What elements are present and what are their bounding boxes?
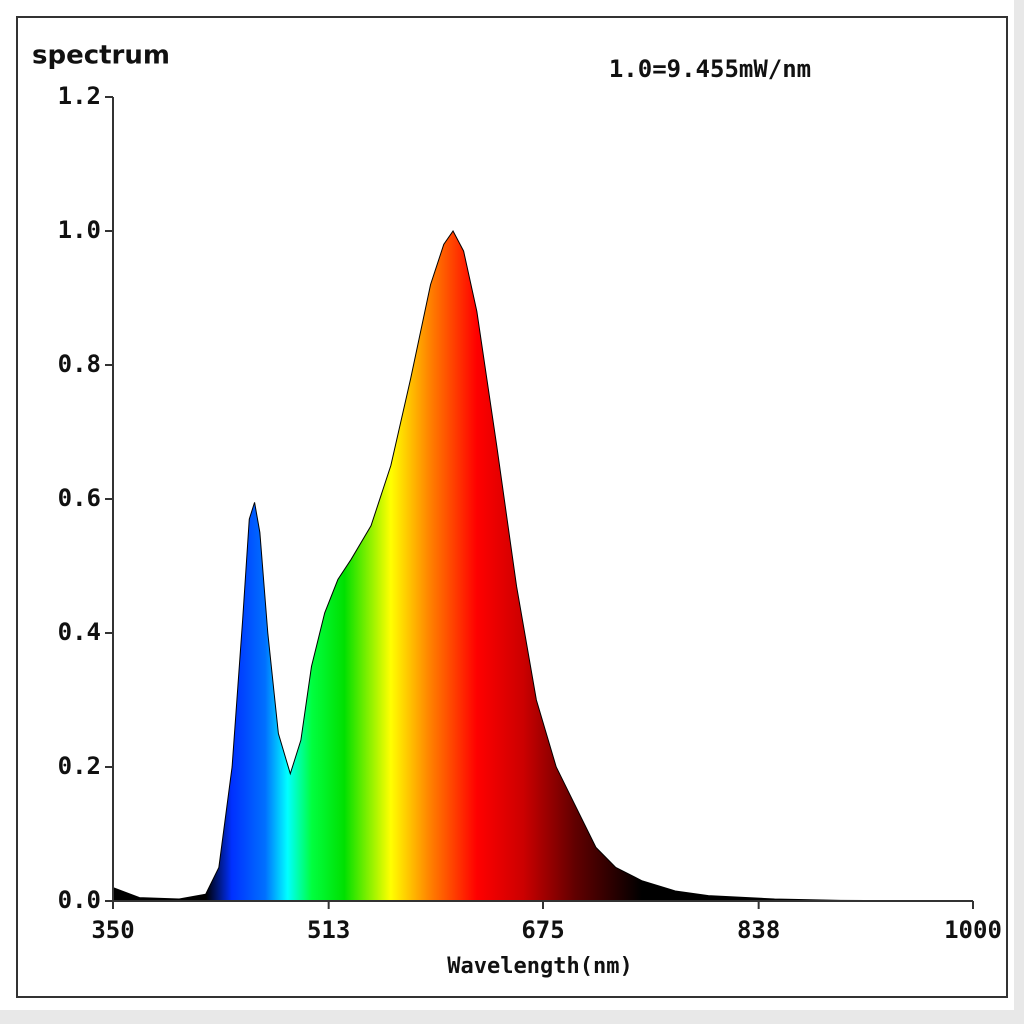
y-tick-label: 0.8 [58,350,101,378]
y-tick-label: 0.4 [58,618,101,646]
x-tick-label: 513 [307,916,350,944]
x-tick-label: 838 [737,916,780,944]
right-strip [1014,0,1024,1010]
y-tick-label: 0.6 [58,484,101,512]
spectrum-area [112,230,974,902]
y-axis-label: spectrum [32,41,170,71]
y-tick-label: 0.0 [58,886,101,914]
x-tick-label: 350 [91,916,134,944]
y-tick-label: 1.0 [58,216,101,244]
bottom-strip [0,1010,1024,1024]
y-tick-label: 0.2 [58,752,101,780]
x-axis-label: Wavelength(nm) [447,954,632,979]
x-tick-label: 675 [521,916,564,944]
frame [16,16,1008,998]
x-tick-label: 1000 [944,916,1002,944]
annotation: 1.0=9.455mW/nm [609,55,811,83]
y-tick-label: 1.2 [58,82,101,110]
